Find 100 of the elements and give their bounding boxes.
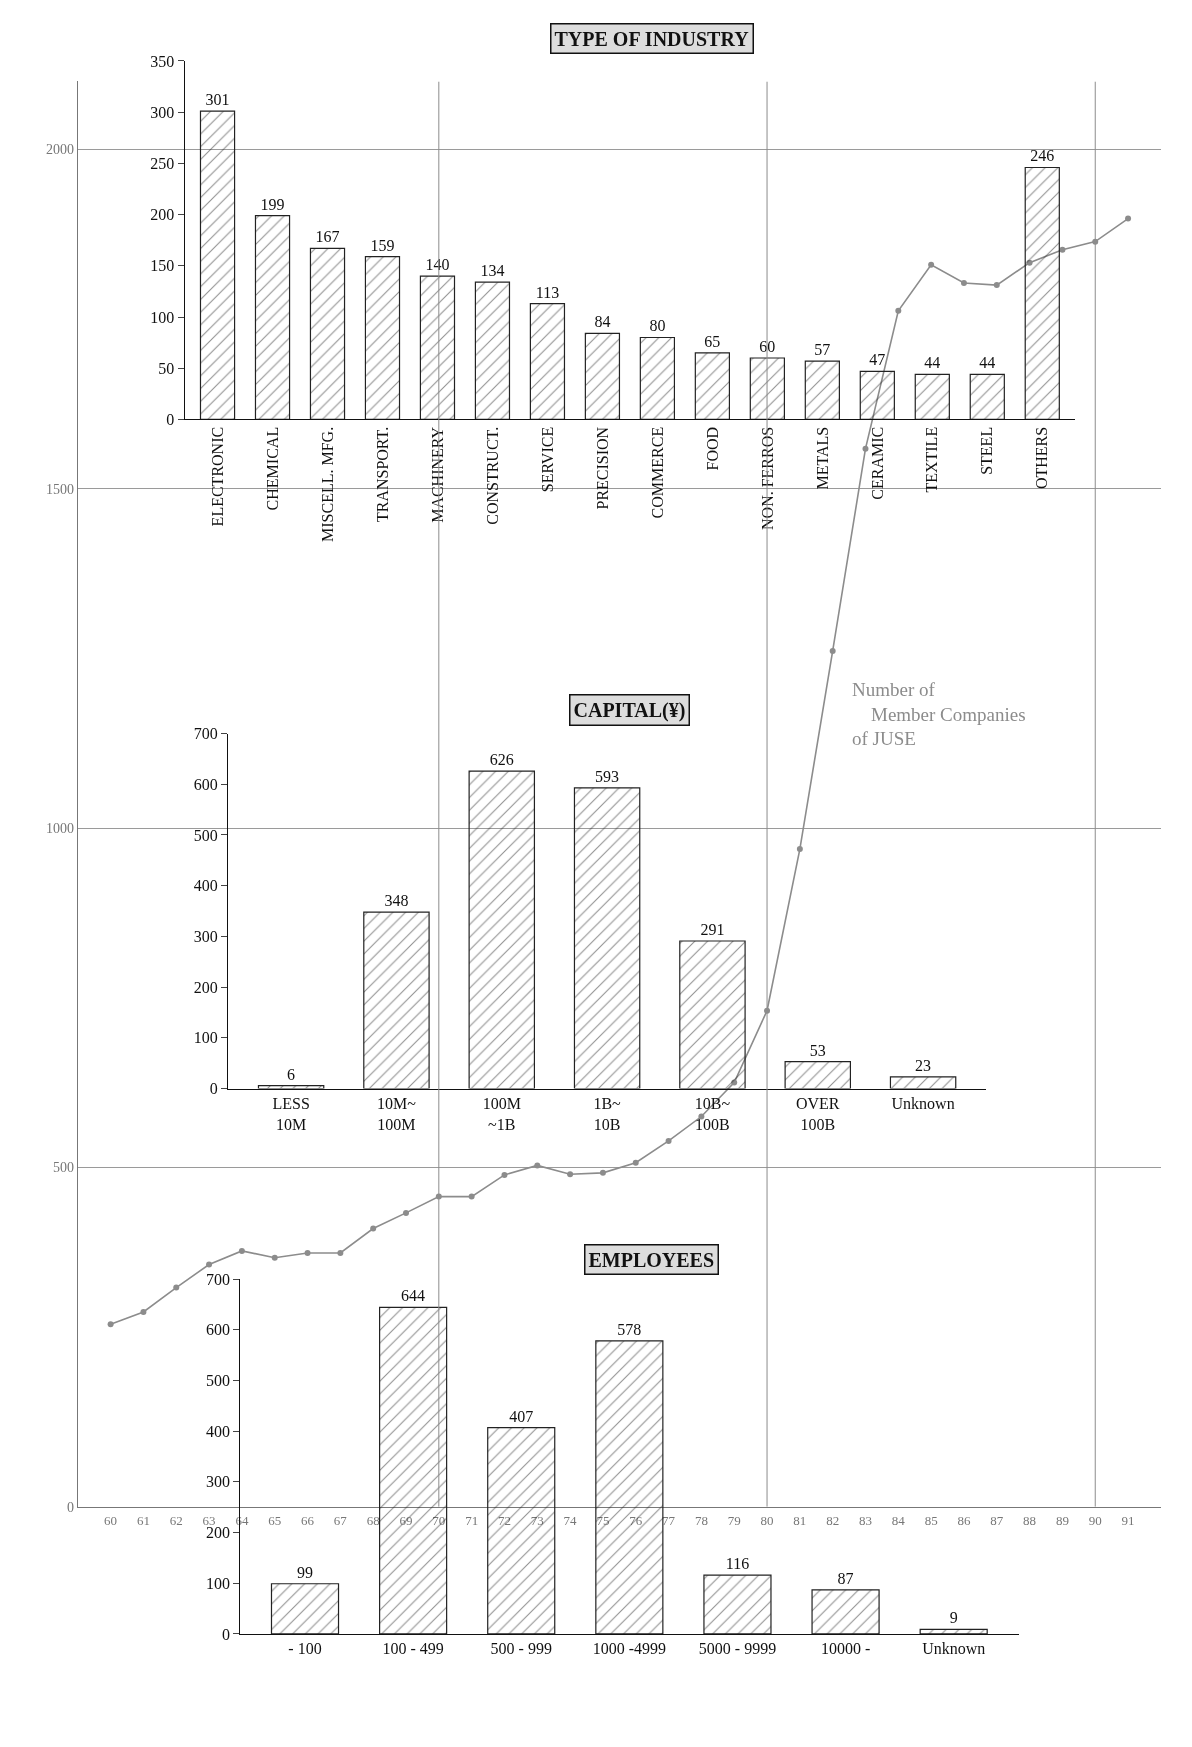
x-tick-label: 89	[1055, 1513, 1069, 1529]
data-label: 167	[315, 228, 340, 246]
x-tick-label: 100 - 499	[382, 1640, 444, 1658]
data-label: 246	[1030, 147, 1055, 165]
x-tick-label: 90	[1088, 1513, 1102, 1529]
x-tick-label: Unknown	[891, 1094, 955, 1112]
y-tick-label: 500	[193, 826, 218, 844]
x-tick-label: 86	[957, 1513, 971, 1529]
x-tick-label: 85	[924, 1513, 938, 1529]
y-tick-label: 1500	[45, 481, 74, 497]
x-tick-label: 87	[990, 1513, 1004, 1529]
x-tick-label: 1B~ 10B	[593, 1094, 622, 1133]
data-label: 9	[949, 1609, 958, 1627]
data-label: 113	[535, 283, 560, 301]
data-label: 44	[924, 354, 941, 372]
y-tick-label: 700	[193, 725, 218, 743]
y-tick-label: 400	[193, 877, 218, 895]
x-tick-label: PRECISION	[593, 426, 611, 510]
x-tick-label: OVER 100B	[795, 1094, 840, 1133]
x-tick-label: METALS	[813, 426, 831, 490]
data-label: 134	[480, 262, 505, 280]
y-tick-label: 100	[205, 1574, 230, 1592]
x-tick-label: NON. FERROS	[758, 426, 776, 530]
x-tick-label: 82	[826, 1513, 840, 1529]
x-tick-label: 69	[399, 1513, 413, 1529]
y-tick-label: 500	[52, 1160, 74, 1176]
data-label: 84	[594, 313, 611, 331]
y-tick-label: 250	[150, 154, 175, 172]
x-tick-label: 67	[333, 1513, 348, 1529]
chart-title: CAPITAL(¥)	[573, 698, 686, 722]
data-label: 44	[979, 354, 996, 372]
x-tick-label: MISCELL. MFG.	[318, 426, 336, 542]
data-label: 53	[809, 1041, 826, 1059]
x-tick-label: 60	[104, 1513, 118, 1529]
data-label: 407	[509, 1407, 534, 1425]
chart-title: TYPE OF INDUSTRY	[554, 27, 750, 50]
x-tick-label: COMMERCE	[648, 426, 666, 519]
y-tick-label: 0	[66, 1499, 74, 1515]
x-tick-label: 74	[563, 1513, 578, 1529]
x-tick-label: CERAMIC	[868, 426, 886, 500]
y-tick-label: 600	[193, 775, 218, 793]
y-tick-label: 700	[205, 1270, 230, 1288]
x-tick-label: 84	[891, 1513, 906, 1529]
data-label: 291	[700, 920, 725, 938]
y-tick-label: 2000	[45, 142, 74, 158]
data-label: 199	[260, 195, 285, 213]
data-label: 23	[915, 1056, 932, 1074]
y-tick-label: 50	[158, 359, 175, 377]
data-label: 578	[617, 1320, 642, 1338]
data-label: 60	[759, 337, 776, 355]
x-tick-label: MACHINERY	[428, 426, 446, 523]
x-tick-label: CHEMICAL	[263, 426, 281, 511]
y-tick-label: 300	[150, 103, 175, 121]
y-tick-label: 0	[209, 1080, 218, 1098]
data-label: 47	[869, 351, 886, 369]
y-tick-label: 600	[205, 1321, 230, 1339]
x-tick-label: 10000 -	[820, 1640, 871, 1658]
x-tick-label: LESS 10M	[272, 1094, 310, 1133]
x-tick-label: 68	[366, 1513, 380, 1529]
x-tick-label: OTHERS	[1033, 426, 1051, 490]
data-label: 99	[297, 1563, 314, 1581]
x-tick-label: 66	[301, 1513, 315, 1529]
x-tick-label: 10M~ 100M	[377, 1094, 417, 1133]
x-tick-label: 80	[760, 1513, 774, 1529]
x-tick-label: FOOD	[703, 426, 721, 471]
y-tick-label: 350	[150, 52, 175, 70]
x-tick-label: 91	[1121, 1513, 1135, 1529]
annotation: Number of Member Companies of JUSE	[852, 679, 1026, 750]
x-tick-label: ELECTRONIC	[208, 426, 226, 527]
x-tick-label: 61	[136, 1513, 150, 1529]
x-tick-label: 70	[432, 1513, 446, 1529]
x-tick-label: 65	[268, 1513, 282, 1529]
x-tick-label: 83	[858, 1513, 872, 1529]
data-label: 80	[649, 317, 666, 335]
data-label: 87	[837, 1569, 854, 1587]
x-tick-label: - 100	[288, 1640, 322, 1658]
x-tick-label: 500 - 999	[490, 1640, 552, 1658]
x-tick-label: 79	[727, 1513, 741, 1529]
x-tick-label: 72	[497, 1513, 511, 1529]
data-label: 65	[704, 332, 721, 350]
y-tick-label: 500	[205, 1372, 230, 1390]
x-tick-label: 81	[793, 1513, 807, 1529]
x-tick-label: TEXTILE	[923, 426, 941, 493]
x-tick-label: TRANSPORT.	[373, 426, 391, 523]
y-tick-label: 200	[205, 1524, 230, 1542]
data-label: 116	[725, 1555, 750, 1573]
data-label: 301	[205, 91, 230, 109]
y-tick-label: 300	[205, 1473, 230, 1491]
x-tick-label: 10B~ 100B	[694, 1094, 731, 1133]
x-tick-label: 75	[596, 1513, 610, 1529]
x-tick-label: 1000 -4999	[592, 1640, 667, 1658]
x-tick-label: 62	[169, 1513, 183, 1529]
data-label: 6	[287, 1065, 296, 1083]
x-tick-label: CONSTRUCT.	[483, 426, 501, 525]
data-label: 593	[595, 767, 620, 785]
y-tick-label: 0	[221, 1625, 230, 1643]
x-tick-label: STEEL	[978, 426, 996, 475]
y-tick-label: 0	[166, 411, 175, 429]
y-tick-label: 300	[193, 928, 218, 946]
x-tick-label: 71	[465, 1513, 479, 1529]
